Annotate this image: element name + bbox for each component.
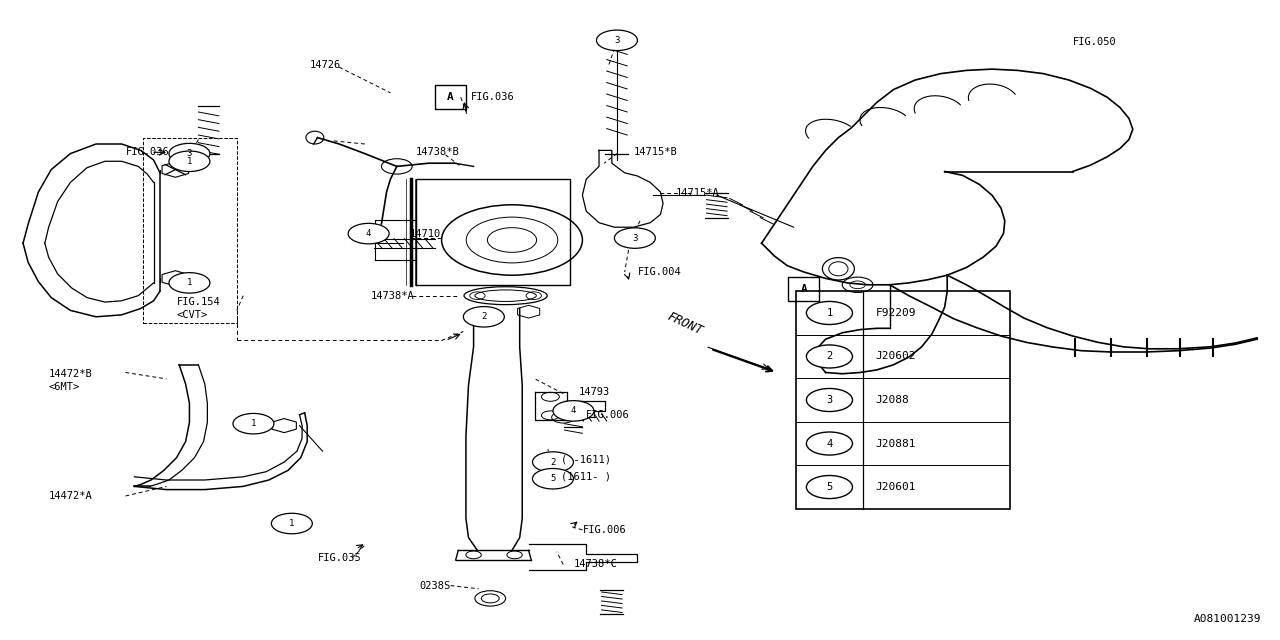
Circle shape <box>596 30 637 51</box>
Text: 14793: 14793 <box>579 387 609 397</box>
Text: 1: 1 <box>251 419 256 428</box>
Text: 14738*C: 14738*C <box>573 559 617 570</box>
Text: 1: 1 <box>187 157 192 166</box>
Text: F92209: F92209 <box>876 308 916 318</box>
Text: 4: 4 <box>366 229 371 238</box>
Text: 14472*A: 14472*A <box>49 491 92 501</box>
Text: 14715*B: 14715*B <box>634 147 677 157</box>
Circle shape <box>169 273 210 293</box>
Text: FIG.004: FIG.004 <box>637 267 681 277</box>
Text: 14472*B: 14472*B <box>49 369 92 380</box>
Circle shape <box>463 307 504 327</box>
Circle shape <box>169 151 210 172</box>
Circle shape <box>233 413 274 434</box>
Text: FIG.035: FIG.035 <box>317 553 361 563</box>
Text: A: A <box>800 284 808 294</box>
Text: 14710: 14710 <box>410 228 440 239</box>
Text: FRONT: FRONT <box>666 310 705 337</box>
Text: A: A <box>447 92 454 102</box>
Text: 0238S: 0238S <box>420 580 451 591</box>
Bar <box>788 277 819 301</box>
Text: 2: 2 <box>481 312 486 321</box>
Text: 2: 2 <box>827 351 832 362</box>
Text: J20881: J20881 <box>876 438 916 449</box>
Text: J2088: J2088 <box>876 395 909 405</box>
Text: 1: 1 <box>187 278 192 287</box>
Circle shape <box>806 476 852 499</box>
Text: FIG.154: FIG.154 <box>177 297 220 307</box>
Text: 3: 3 <box>632 234 637 243</box>
Text: J20601: J20601 <box>876 482 916 492</box>
Text: <6MT>: <6MT> <box>49 382 79 392</box>
Circle shape <box>553 401 594 421</box>
Bar <box>435 85 466 109</box>
Text: FIG.036: FIG.036 <box>471 92 515 102</box>
Text: 14738*B: 14738*B <box>416 147 460 157</box>
Text: J20602: J20602 <box>876 351 916 362</box>
Circle shape <box>169 143 210 164</box>
Text: 4: 4 <box>827 438 832 449</box>
Circle shape <box>806 345 852 368</box>
Circle shape <box>271 513 312 534</box>
Text: <CVT>: <CVT> <box>177 310 207 320</box>
Text: 3: 3 <box>187 149 192 158</box>
Text: 14715*A: 14715*A <box>676 188 719 198</box>
Text: 14726: 14726 <box>310 60 340 70</box>
Text: FIG.006: FIG.006 <box>586 410 630 420</box>
Text: (1611- ): (1611- ) <box>561 472 611 482</box>
Text: 3: 3 <box>614 36 620 45</box>
Text: FIG.036: FIG.036 <box>125 147 169 157</box>
Text: 5: 5 <box>550 474 556 483</box>
Text: 1: 1 <box>827 308 832 318</box>
Text: FIG.006: FIG.006 <box>582 525 626 535</box>
Circle shape <box>806 301 852 324</box>
Circle shape <box>532 452 573 472</box>
Text: 3: 3 <box>827 395 832 405</box>
Text: 5: 5 <box>827 482 832 492</box>
Circle shape <box>348 223 389 244</box>
Circle shape <box>806 388 852 412</box>
Text: FIG.050: FIG.050 <box>1073 36 1116 47</box>
Circle shape <box>806 432 852 455</box>
Text: 4: 4 <box>571 406 576 415</box>
Circle shape <box>614 228 655 248</box>
Text: A081001239: A081001239 <box>1193 614 1261 624</box>
Circle shape <box>532 468 573 489</box>
Text: 1: 1 <box>289 519 294 528</box>
Bar <box>796 291 1010 509</box>
Text: 2: 2 <box>550 458 556 467</box>
Text: 14738*A: 14738*A <box>371 291 415 301</box>
Text: ( -1611): ( -1611) <box>561 454 611 465</box>
